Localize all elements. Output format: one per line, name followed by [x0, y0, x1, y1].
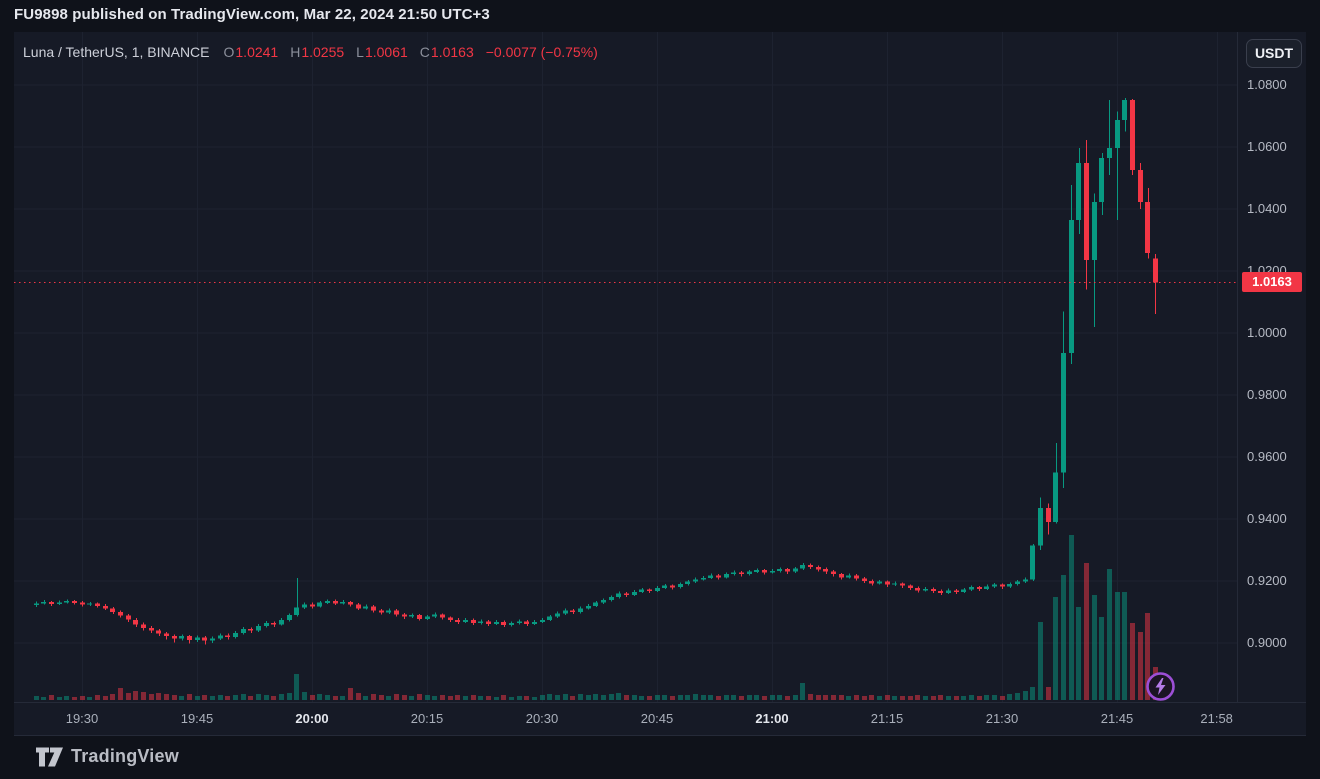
time-tick-label: 20:30 [525, 711, 559, 726]
price-tick-label: 1.0600 [1247, 139, 1287, 154]
tradingview-logo[interactable]: TradingView [36, 746, 179, 767]
price-axis[interactable]: USDT 1.0800 1.0600 1.0400 1.0200 1.0000 0.980… [1237, 32, 1306, 702]
price-tick-label: 0.9200 [1247, 573, 1287, 588]
low-value: L1.0061 [356, 44, 408, 60]
last-price-badge: 1.0163 [1242, 272, 1302, 293]
time-tick-label: 20:00 [295, 711, 329, 726]
time-tick-label: 20:15 [410, 711, 444, 726]
price-tick-label: 1.0800 [1247, 77, 1287, 92]
time-tick-label: 21:30 [985, 711, 1019, 726]
time-tick-label: 21:58 [1200, 711, 1233, 726]
price-tick-label: 0.9000 [1247, 635, 1287, 650]
price-tick-label: 1.0000 [1247, 325, 1287, 340]
boost-lightning-icon[interactable] [1145, 671, 1176, 702]
symbol-title: Luna / TetherUS, 1, BINANCE [23, 44, 210, 60]
time-tick-label: 20:45 [640, 711, 674, 726]
high-value: H1.0255 [290, 44, 345, 60]
price-tick-label: 0.9400 [1247, 511, 1287, 526]
ohlc-values: O1.0241 H1.0255 L1.0061 C1.0163 −0.0077 … [224, 44, 598, 60]
footer-bar: TradingView [0, 736, 1320, 779]
tradingview-logo-text: TradingView [71, 746, 179, 766]
time-tick-label: 21:15 [870, 711, 904, 726]
chart-panel: Luna / TetherUS, 1, BINANCE O1.0241 H1.0… [14, 32, 1306, 736]
price-pane[interactable]: Luna / TetherUS, 1, BINANCE O1.0241 H1.0… [14, 32, 1237, 702]
published-attribution: FU9898 published on TradingView.com, Mar… [14, 6, 490, 23]
tradingview-logo-icon [36, 747, 63, 766]
price-tick-label: 1.0400 [1247, 201, 1287, 216]
time-axis[interactable]: 19:30 19:45 20:00 20:15 20:30 20:45 21:00 21:15… [14, 702, 1306, 736]
currency-toggle-button[interactable]: USDT [1246, 39, 1302, 68]
time-tick-label: 19:30 [65, 711, 99, 726]
time-tick-label: 19:45 [180, 711, 214, 726]
open-value: O1.0241 [223, 44, 279, 60]
price-tick-label: 0.9800 [1247, 387, 1287, 402]
close-value: C1.0163 [419, 44, 474, 60]
change-value: −0.0077 (−0.75%) [485, 44, 598, 60]
candlestick-chart[interactable] [14, 32, 1237, 702]
price-tick-label: 0.9600 [1247, 449, 1287, 464]
time-tick-label: 21:45 [1100, 711, 1134, 726]
chart-legend: Luna / TetherUS, 1, BINANCE O1.0241 H1.0… [23, 44, 598, 60]
time-tick-label: 21:00 [755, 711, 789, 726]
